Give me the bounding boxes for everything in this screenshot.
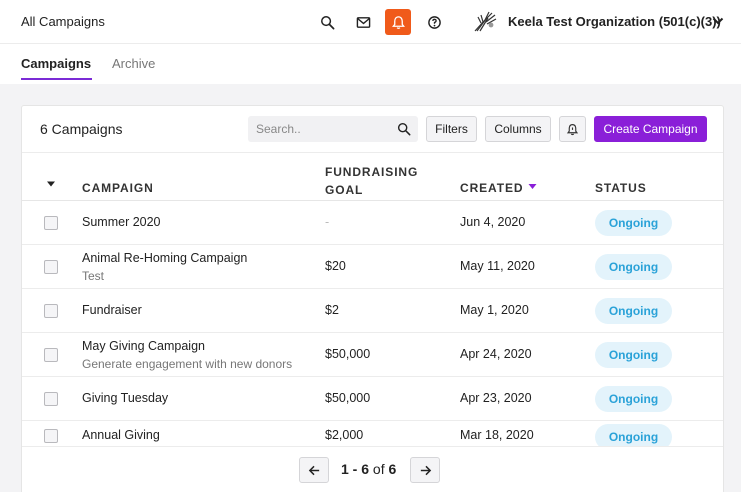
page-of: of xyxy=(372,461,385,477)
row-checkbox[interactable] xyxy=(44,304,58,318)
table-row[interactable]: May Giving Campaign Generate engagement … xyxy=(22,333,723,377)
search-input[interactable] xyxy=(248,116,388,142)
arrow-left-icon xyxy=(308,465,319,475)
table-row[interactable]: Summer 2020 - Jun 4, 2020 Ongoing xyxy=(22,201,723,245)
campaign-description: Test xyxy=(82,269,105,283)
create-campaign-button[interactable]: Create Campaign xyxy=(594,116,707,142)
status-badge: Ongoing xyxy=(595,298,672,324)
campaign-description: Generate engagement with new donors xyxy=(82,357,293,371)
campaign-created: May 1, 2020 xyxy=(460,303,529,317)
help-icon[interactable] xyxy=(421,9,447,35)
organization-name[interactable]: Keela Test Organization (501(c)(3)) xyxy=(508,14,721,29)
campaigns-card: 6 Campaigns Filters Columns Create Campa… xyxy=(21,105,724,492)
page-range: 1 - 6 xyxy=(341,461,370,477)
table-row[interactable]: Giving Tuesday $50,000 Apr 23, 2020 Ongo… xyxy=(22,377,723,421)
row-checkbox[interactable] xyxy=(44,216,58,230)
campaign-goal: $2 xyxy=(325,303,339,317)
table-header: CAMPAIGN FUNDRAISING GOAL CREATED STATUS xyxy=(22,152,723,201)
campaign-name[interactable]: Summer 2020 xyxy=(82,215,161,229)
campaign-goal: $2,000 xyxy=(325,428,364,442)
column-header-goal[interactable]: FUNDRAISING GOAL xyxy=(325,165,419,197)
columns-button[interactable]: Columns xyxy=(485,116,551,142)
table-row[interactable]: Animal Re-Homing Campaign Test $20 May 1… xyxy=(22,245,723,289)
table-row[interactable]: Fundraiser $2 May 1, 2020 Ongoing xyxy=(22,289,723,333)
chevron-down-icon[interactable] xyxy=(712,15,724,27)
page-total: 6 xyxy=(388,461,397,477)
select-all-dropdown-icon[interactable] xyxy=(46,180,56,188)
status-badge: Ongoing xyxy=(595,210,672,236)
column-header-status[interactable]: STATUS xyxy=(595,181,647,195)
page-indicator: 1 - 6 of 6 xyxy=(341,461,396,477)
mail-icon[interactable] xyxy=(350,9,376,35)
page-title: All Campaigns xyxy=(21,14,105,29)
top-bar: All Campaigns Keela Test Organization (5… xyxy=(0,0,741,44)
tab-bar: Campaigns Archive xyxy=(0,44,741,84)
table-row[interactable]: Annual Giving $2,000 Mar 18, 2020 Ongoin… xyxy=(22,421,723,446)
campaign-name[interactable]: May Giving Campaign xyxy=(82,339,205,353)
alert-button[interactable] xyxy=(559,116,586,142)
filters-button[interactable]: Filters xyxy=(426,116,477,142)
arrow-right-icon xyxy=(420,465,431,475)
campaign-name[interactable]: Animal Re-Homing Campaign xyxy=(82,251,248,265)
campaign-created: Apr 24, 2020 xyxy=(460,347,532,361)
campaign-goal: $50,000 xyxy=(325,347,371,361)
campaign-created: Jun 4, 2020 xyxy=(460,215,526,229)
previous-page-button[interactable] xyxy=(299,457,329,483)
campaign-name[interactable]: Annual Giving xyxy=(82,428,160,442)
column-header-created[interactable]: CREATED xyxy=(460,181,524,195)
row-checkbox[interactable] xyxy=(44,348,58,362)
bell-icon[interactable] xyxy=(385,9,411,35)
status-badge: Ongoing xyxy=(595,386,672,412)
row-checkbox[interactable] xyxy=(44,392,58,406)
pagination: 1 - 6 of 6 xyxy=(22,446,723,492)
search-icon[interactable] xyxy=(397,122,411,136)
campaign-created: Mar 18, 2020 xyxy=(460,428,534,442)
tab-campaigns[interactable]: Campaigns xyxy=(21,56,93,80)
tab-archive[interactable]: Archive xyxy=(112,56,156,71)
campaign-count: 6 Campaigns xyxy=(40,121,123,137)
campaign-goal: - xyxy=(325,215,330,229)
campaign-created: Apr 23, 2020 xyxy=(460,391,532,405)
sort-desc-icon[interactable] xyxy=(528,183,537,190)
row-checkbox[interactable] xyxy=(44,260,58,274)
campaign-created: May 11, 2020 xyxy=(460,259,535,273)
next-page-button[interactable] xyxy=(410,457,440,483)
campaign-goal: $20 xyxy=(325,259,346,273)
row-checkbox[interactable] xyxy=(44,429,58,443)
status-badge: Ongoing xyxy=(595,254,672,280)
bell-alert-icon xyxy=(566,123,579,135)
search-icon[interactable] xyxy=(314,9,340,35)
campaign-goal: $50,000 xyxy=(325,391,371,405)
status-badge: Ongoing xyxy=(595,342,672,368)
status-badge: Ongoing xyxy=(595,424,672,446)
search-box[interactable] xyxy=(248,116,418,142)
campaign-name[interactable]: Giving Tuesday xyxy=(82,391,169,405)
column-header-campaign[interactable]: CAMPAIGN xyxy=(82,181,154,195)
campaign-name[interactable]: Fundraiser xyxy=(82,303,142,317)
org-logo[interactable] xyxy=(472,9,498,35)
